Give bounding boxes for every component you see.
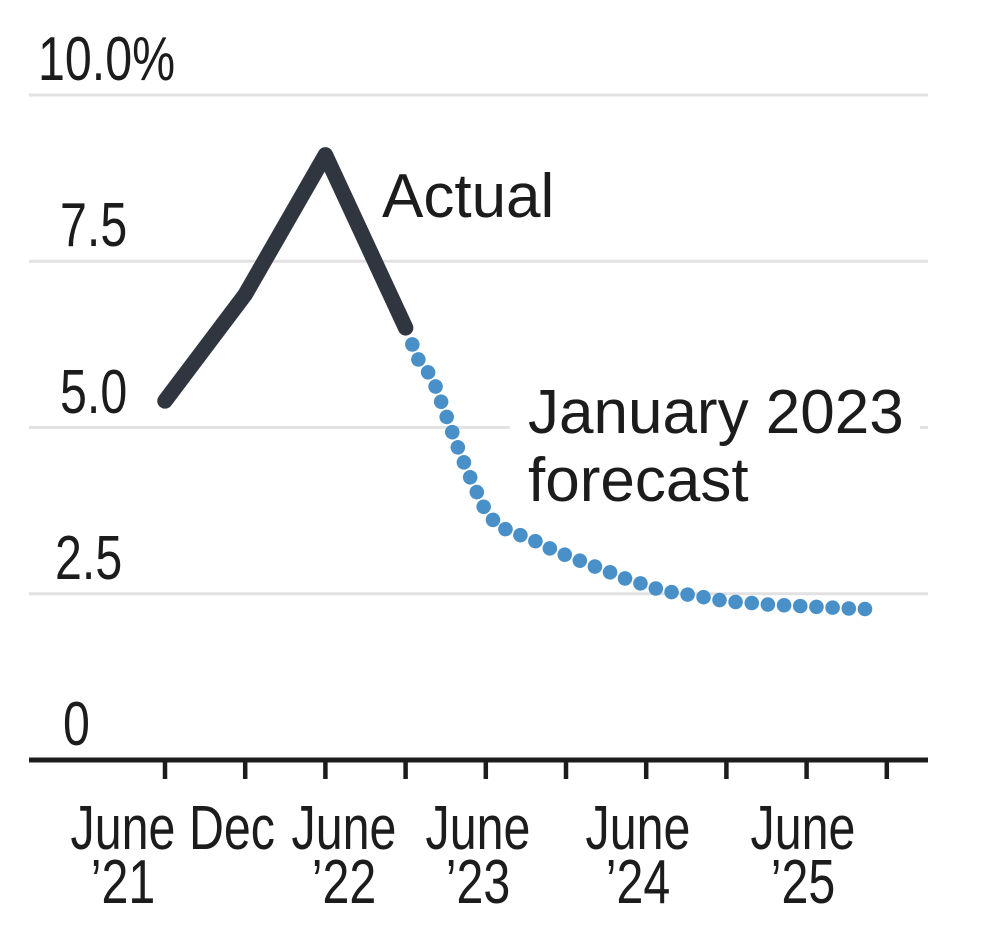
x-axis-label-month: June [291, 794, 397, 863]
x-axis-label-month: Dec [188, 794, 275, 863]
x-axis-label-year: ’21 [90, 848, 156, 917]
annotation-actual-label: Actual [382, 162, 555, 231]
x-axis-label-month: June [70, 794, 176, 863]
x-axis-label-year: ’25 [770, 848, 836, 917]
y-axis-label-7.5: 7.5 [60, 191, 128, 260]
y-axis-label-0: 0 [63, 690, 90, 759]
x-axis-label-21: June ’21 [37, 794, 209, 917]
x-axis-label-month: June [425, 794, 531, 863]
x-axis-label-22: June ’22 [258, 794, 430, 917]
x-axis-label-25: June ’25 [717, 794, 889, 917]
x-axis-label-month: June [750, 794, 856, 863]
annotation-forecast-line1: January 2023 [528, 378, 904, 447]
x-axis-label-year: ’24 [605, 848, 671, 917]
x-axis-label-month: June [585, 794, 691, 863]
x-axis-label-23: June ’23 [392, 794, 564, 917]
annotation-forecast-line2: forecast [528, 446, 749, 515]
annotation-forecast-label: January 2023 forecast [510, 379, 920, 515]
x-axis-label-Dec: Dec [146, 794, 318, 863]
forecast-dotted-line [405, 337, 881, 617]
x-axis-label-24: June ’24 [552, 794, 724, 917]
y-axis-label-5: 5.0 [60, 358, 128, 427]
y-axis-label-2.5: 2.5 [55, 524, 123, 593]
y-axis-label-10: 10.0% [38, 25, 176, 94]
actual-line [157, 147, 414, 409]
x-axis-label-year: ’23 [445, 848, 511, 917]
x-axis-label-year: ’22 [311, 848, 377, 917]
